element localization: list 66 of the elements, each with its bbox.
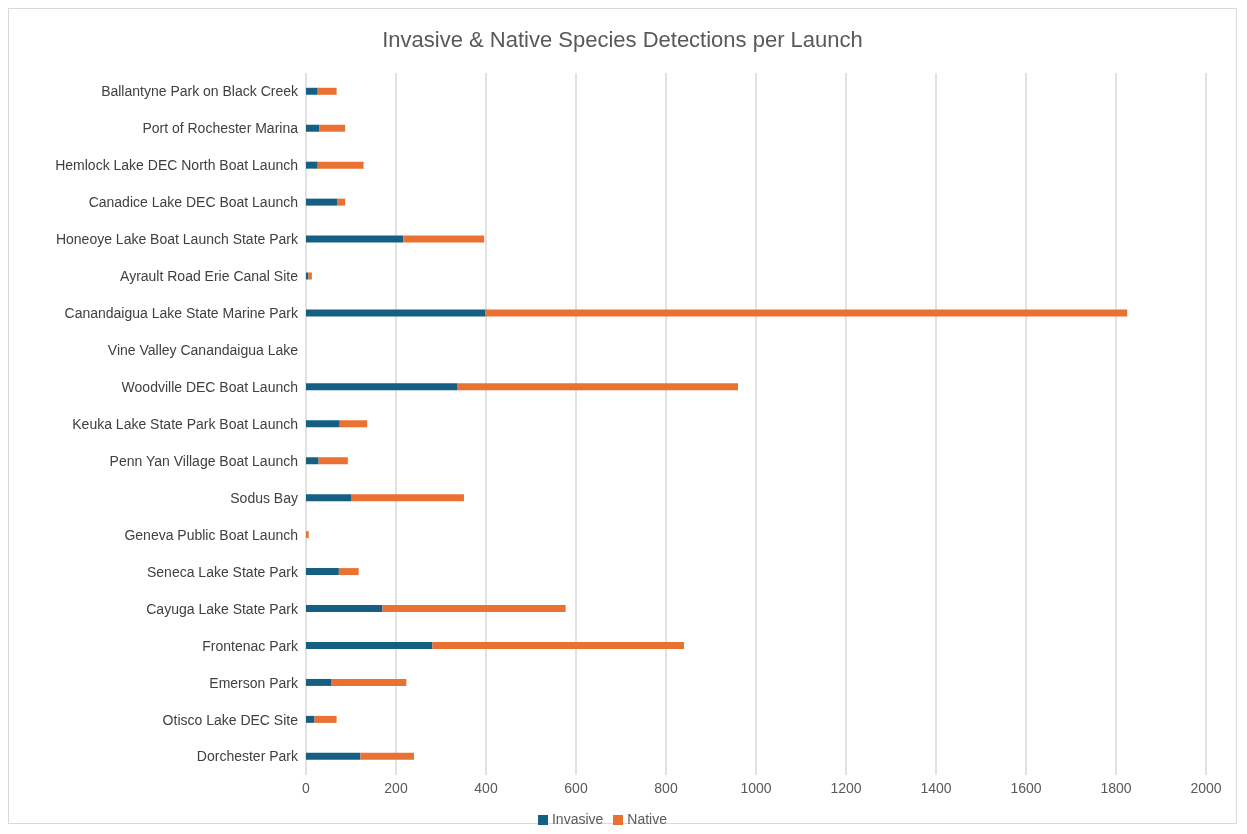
bar <box>338 568 359 576</box>
x-tick-label: 1200 <box>830 779 862 796</box>
bar <box>339 420 368 428</box>
x-tick-label: 200 <box>384 779 408 796</box>
legend-label: Invasive <box>551 811 604 827</box>
y-tick-label: Vine Valley Canandaigua Lake <box>107 342 299 359</box>
bar <box>306 235 404 243</box>
x-tick-label: 1800 <box>1100 779 1132 796</box>
bar <box>306 309 486 317</box>
bar <box>319 124 346 132</box>
bar <box>306 161 318 169</box>
bar <box>306 531 309 539</box>
x-tick-label: 2000 <box>1190 779 1222 796</box>
bar <box>306 568 339 576</box>
bar <box>306 678 332 686</box>
y-tick-label: Dorchester Park <box>196 748 299 765</box>
x-tick-label: 400 <box>474 779 498 796</box>
bar <box>306 494 351 502</box>
y-tick-label: Keuka Lake State Park Boat Launch <box>72 415 298 432</box>
y-tick-label: Woodville DEC Boat Launch <box>121 379 298 396</box>
bar <box>306 383 458 391</box>
bar <box>306 198 338 206</box>
y-tick-label: Seneca Lake State Park <box>147 563 299 580</box>
bar <box>457 383 738 391</box>
legend-label: Native <box>627 811 668 827</box>
y-tick-label: Geneva Public Boat Launch <box>124 526 298 543</box>
bar <box>306 752 361 760</box>
bar <box>318 457 348 465</box>
bar <box>382 605 566 613</box>
x-tick-label: 1400 <box>920 779 952 796</box>
y-tick-label: Ballantyne Park on Black Creek <box>101 83 299 100</box>
chart-title: Invasive & Native Species Detections per Launch <box>381 26 864 54</box>
y-tick-label: Cayuga Lake State Park <box>146 600 299 617</box>
y-tick-label: Sodus Bay <box>230 489 298 506</box>
x-tick-label: 0 <box>302 779 311 796</box>
bar <box>306 420 340 428</box>
y-tick-label: Canandaigua Lake State Marine Park <box>64 305 299 322</box>
y-tick-label: Port of Rochester Marina <box>142 120 299 137</box>
bar <box>306 715 315 723</box>
y-tick-label: Ayrault Road Erie Canal Site <box>120 268 299 285</box>
bar <box>306 87 318 95</box>
bar <box>331 678 407 686</box>
y-tick-label: Honeoye Lake Boat Launch State Park <box>55 231 299 248</box>
y-tick-label: Canadice Lake DEC Boat Launch <box>88 194 298 211</box>
y-tick-label: Otisco Lake DEC Site <box>162 711 299 728</box>
bar <box>337 198 346 206</box>
bar <box>351 494 464 502</box>
y-tick-label: Emerson Park <box>209 674 299 691</box>
x-tick-label: 800 <box>654 779 678 796</box>
bar <box>306 124 320 132</box>
bar <box>314 715 337 723</box>
x-tick-label: 600 <box>564 779 588 796</box>
bar <box>432 641 684 649</box>
bar <box>403 235 485 243</box>
bar <box>306 641 433 649</box>
bar <box>306 605 383 613</box>
bar <box>360 752 414 760</box>
bar <box>485 309 1128 317</box>
bar <box>317 87 337 95</box>
y-tick-label: Hemlock Lake DEC North Boat Launch <box>55 157 298 174</box>
bar <box>306 457 319 465</box>
bar <box>317 161 364 169</box>
y-tick-label: Frontenac Park <box>202 637 299 654</box>
x-tick-label: 1600 <box>1010 779 1042 796</box>
x-tick-label: 1000 <box>740 779 772 796</box>
y-tick-label: Penn Yan Village Boat Launch <box>109 452 298 469</box>
